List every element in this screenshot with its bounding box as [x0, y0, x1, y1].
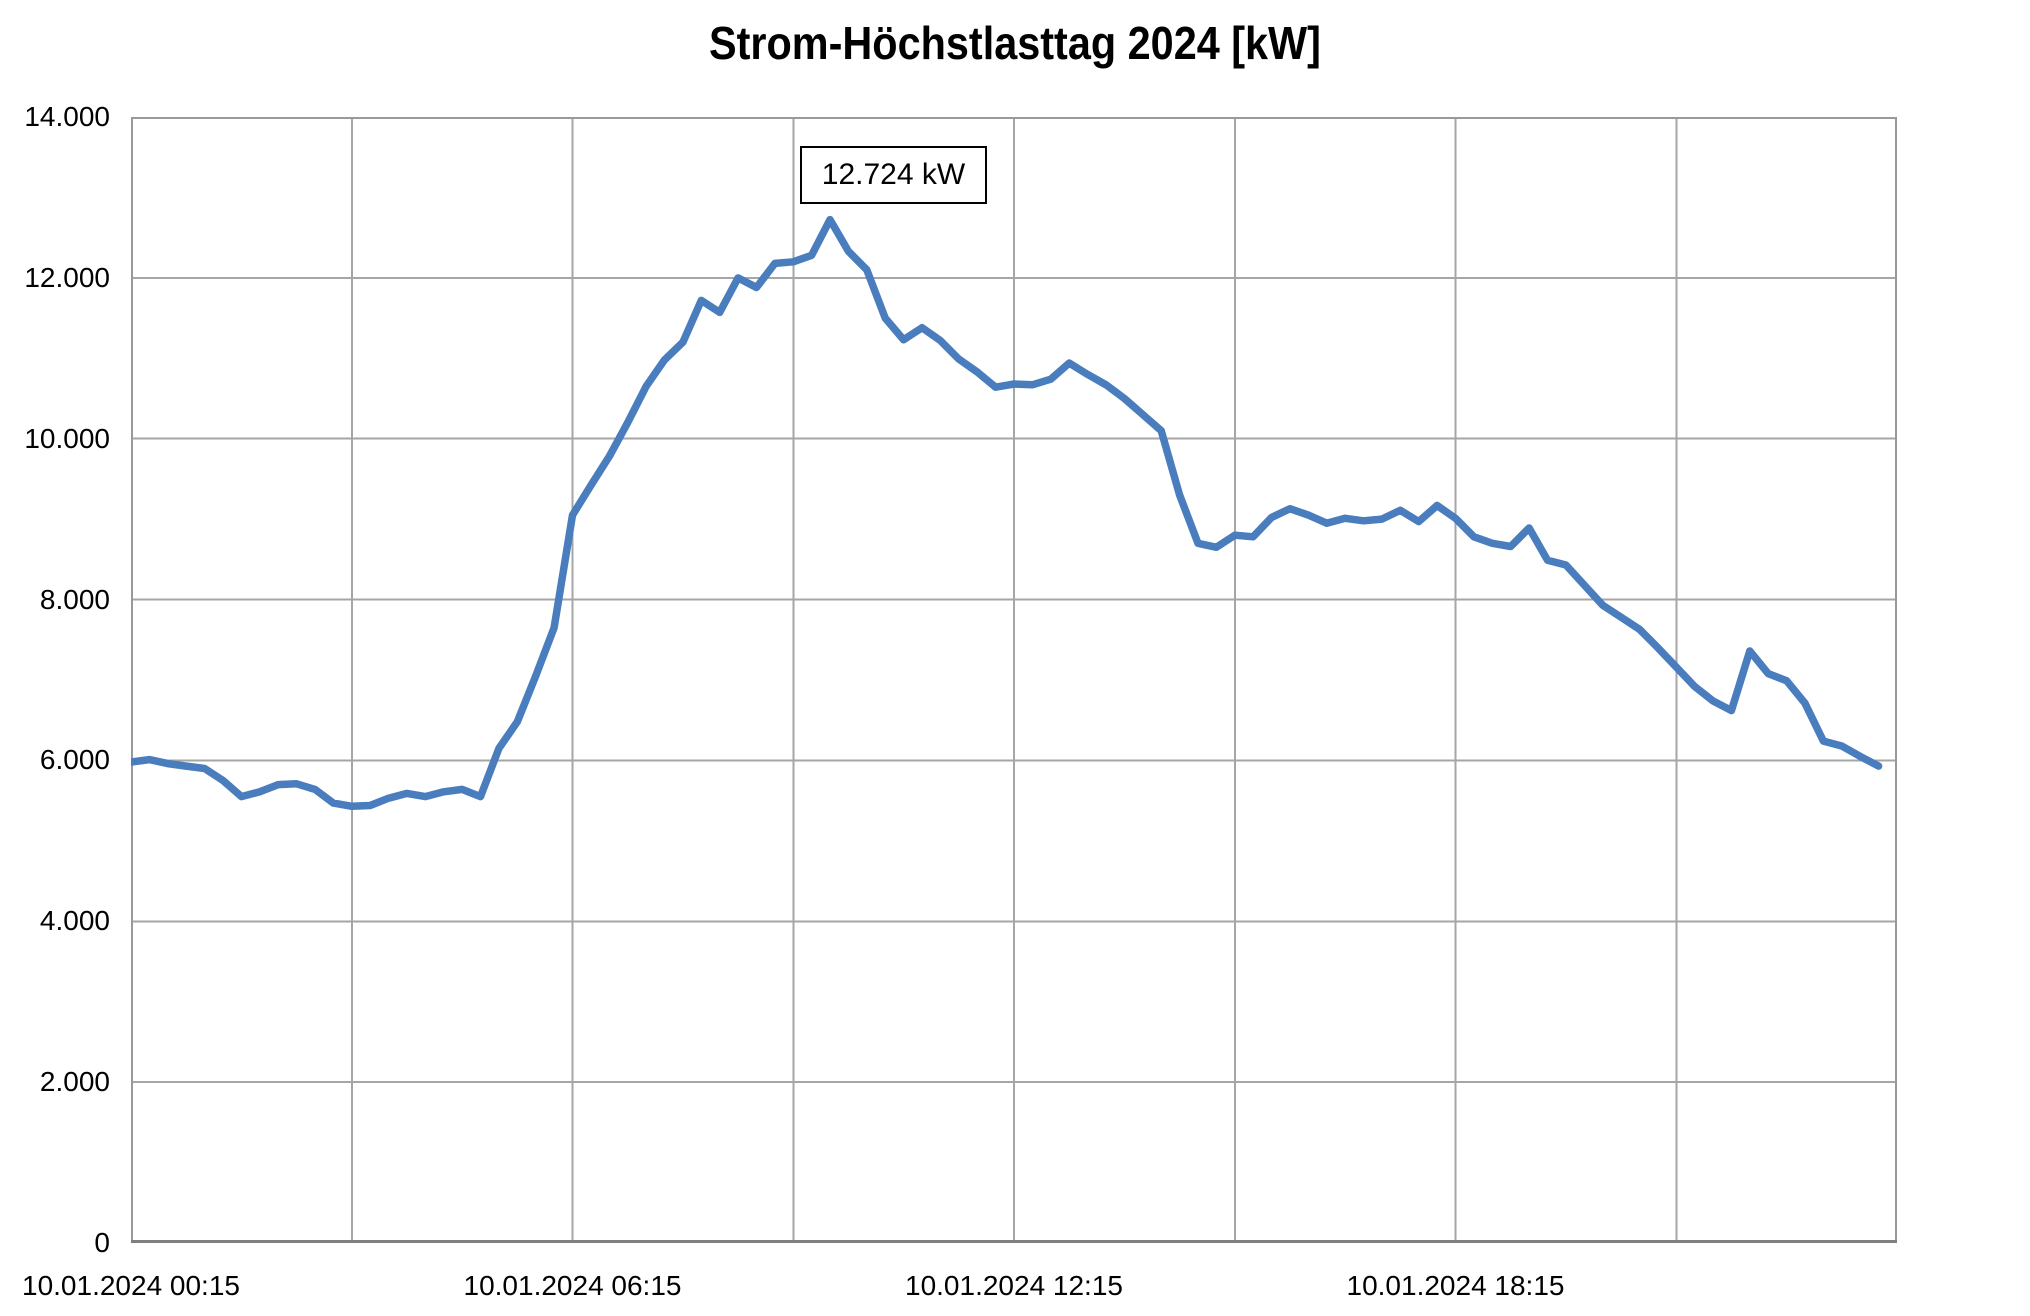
chart-title: Strom-Höchstlasttag 2024 [kW]: [0, 16, 2030, 70]
y-tick-label: 2.000: [39, 1066, 110, 1098]
y-tick-label: 6.000: [39, 744, 110, 776]
y-tick-label: 12.000: [24, 261, 110, 293]
x-tick-label: 10.01.2024 06:15: [463, 1270, 682, 1301]
x-tick-label: 10.01.2024 12:15: [905, 1270, 1123, 1301]
gridlines: [131, 117, 1897, 1243]
peak-annotation-box: 12.724 kW: [800, 146, 987, 204]
y-tick-label: 8.000: [39, 583, 110, 615]
y-tick-label: 14.000: [24, 101, 110, 132]
y-tick-label: 10.000: [24, 422, 110, 454]
x-tick-label: 10.01.2024 18:15: [1346, 1270, 1565, 1301]
chart-title-text: Strom-Höchstlasttag 2024 [kW]: [709, 17, 1321, 69]
load-series-line: [131, 215, 1883, 811]
y-tick-label: 4.000: [39, 905, 110, 937]
plot-frame: [131, 117, 1897, 1243]
y-tick-label: 0: [94, 1227, 110, 1258]
plot-area: [131, 117, 1897, 1243]
peak-annotation-text: 12.724 kW: [821, 158, 966, 191]
x-tick-label: 10.01.2024 00:15: [22, 1270, 240, 1301]
